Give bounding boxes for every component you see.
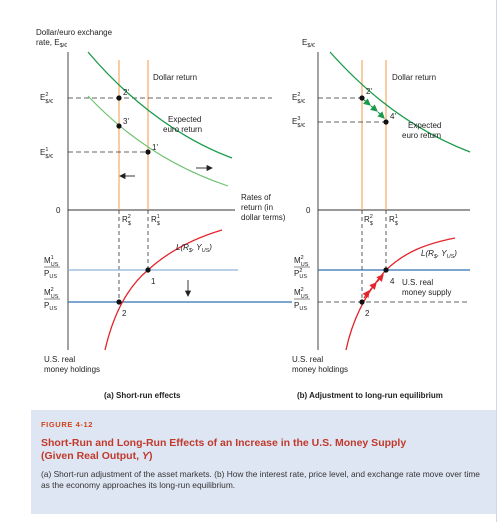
- right-l-curve-label: L(R$, YUS): [421, 249, 457, 260]
- figure-title: Short-Run and Long-Run Effects of an Inc…: [41, 437, 486, 463]
- figure-number: FIGURE 4-12: [41, 420, 94, 429]
- right-dollar-return-label: Dollar return: [392, 73, 436, 82]
- left-m2-denominator: PUS: [44, 301, 57, 312]
- rates-label-3: dollar terms): [241, 213, 286, 222]
- left-y-axis-title-line2: rate, E$/€: [36, 38, 67, 49]
- left-r1-label: R1 $: [151, 214, 160, 227]
- left-point-2prime: [116, 95, 122, 101]
- right-e3-label: E3 $/€: [292, 116, 305, 129]
- rates-label-1: Rates of: [241, 193, 272, 202]
- right-panel: E$/€ 0 E2 $/€ E3 $/€ Dollar return Expecte…: [292, 38, 471, 400]
- left-e1-label: E1 $/€: [40, 147, 53, 160]
- left-bottom-axis-label-1: U.S. real: [44, 355, 75, 364]
- left-e2-label: E2 $/€: [40, 92, 53, 105]
- figure-title-part-b: ): [148, 450, 153, 462]
- page-right-rule: [496, 0, 497, 522]
- middle-labels: Rates of return (in dollar terms): [241, 193, 286, 222]
- right-red-arrow-2: [369, 282, 377, 291]
- right-expected-label-1: Expected: [408, 121, 441, 130]
- left-point-2-label: 2: [122, 309, 127, 318]
- right-expected-label-2: euro return: [402, 131, 441, 140]
- left-subtitle: (a) Short-run effects: [104, 391, 181, 400]
- right-r1-label: R1 $: [389, 214, 398, 227]
- left-point-1prime-label: 1': [152, 143, 158, 152]
- left-bottom-axis-label-2: money holdings: [44, 365, 100, 374]
- rates-label-2: return (in: [241, 203, 273, 212]
- right-real-money-supply-1: U.S. real: [402, 278, 433, 287]
- left-point-2prime-label: 2': [123, 88, 129, 97]
- right-r2-label: R2 $: [364, 214, 373, 227]
- left-y-axis-title-line1: Dollar/euro exchange: [36, 28, 113, 37]
- right-curve-arrow-3: [377, 111, 385, 119]
- right-point-2: [359, 299, 365, 305]
- right-y-axis-title: E$/€: [302, 38, 315, 49]
- figure-caption-body: (a) Short-run adjustment of the asset ma…: [41, 469, 480, 490]
- figure-title-line2: (Given Real Output, Y): [41, 450, 486, 463]
- diagram-figure: Dollar/euro exchange rate, E$/€ 0 E2 $/€ …: [36, 28, 471, 400]
- left-point-1prime: [145, 149, 151, 155]
- left-expected-label-2: euro return: [163, 125, 202, 134]
- right-point-4: [383, 267, 389, 273]
- right-subtitle: (b) Adjustment to long-run equilibrium: [297, 391, 443, 400]
- left-expected-euro-return-initial: [87, 95, 229, 187]
- right-point-2prime: [359, 95, 365, 101]
- right-m2-p-denominator: PUS: [294, 301, 307, 312]
- left-panel: Dollar/euro exchange rate, E$/€ 0 E2 $/€ …: [36, 28, 292, 400]
- right-point-4prime: [383, 119, 389, 125]
- left-expected-label-1: Expected: [168, 115, 201, 124]
- figure-title-part-a: (Given Real Output,: [41, 450, 142, 462]
- right-expected-euro-return: [329, 51, 471, 153]
- right-point-2-label: 2: [365, 309, 370, 318]
- right-point-4-label: 4: [390, 277, 395, 286]
- right-m2-p2-denominator: P2 US: [294, 268, 307, 280]
- left-zero-label: 0: [56, 206, 61, 215]
- figure-title-italic-y: Y: [141, 450, 149, 462]
- left-point-2: [116, 299, 122, 305]
- left-r2-label: R2 $: [122, 214, 131, 227]
- left-m1-numerator: M1 US: [44, 255, 59, 268]
- left-point-3prime-label: 3': [123, 117, 129, 126]
- right-e2-label: E2 $/€: [292, 92, 305, 105]
- right-curve-arrow-1: [363, 98, 371, 106]
- right-m2-p2-numerator: M2 US: [294, 255, 309, 268]
- left-dollar-return-label: Dollar return: [153, 73, 197, 82]
- right-zero-label: 0: [306, 206, 311, 215]
- left-expected-euro-return-shifted: [87, 51, 233, 159]
- left-m1-denominator: PUS: [44, 269, 57, 280]
- left-point-1-label: 1: [151, 277, 156, 286]
- right-point-4prime-label: 4': [390, 112, 396, 121]
- figure-title-line1: Short-Run and Long-Run Effects of an Inc…: [41, 437, 407, 449]
- figure-caption: FIGURE 4-12 Short-Run and Long-Run Effec…: [31, 410, 496, 514]
- left-point-3prime: [116, 123, 122, 129]
- right-real-money-supply-2: money supply: [402, 288, 451, 297]
- right-red-arrow-3: [376, 274, 384, 283]
- right-point-2prime-label: 2': [366, 87, 372, 96]
- right-bottom-axis-label-1: U.S. real: [292, 355, 323, 364]
- left-l-curve-label: L(R$, YUS): [176, 243, 212, 254]
- left-point-1: [145, 267, 151, 273]
- right-m2-p-numerator: M2 US: [294, 287, 309, 300]
- left-m2-numerator: M2 US: [44, 287, 59, 300]
- right-curve-arrow-2: [370, 104, 378, 112]
- right-bottom-axis-label-2: money holdings: [292, 365, 348, 374]
- right-red-arrow-1: [362, 290, 370, 299]
